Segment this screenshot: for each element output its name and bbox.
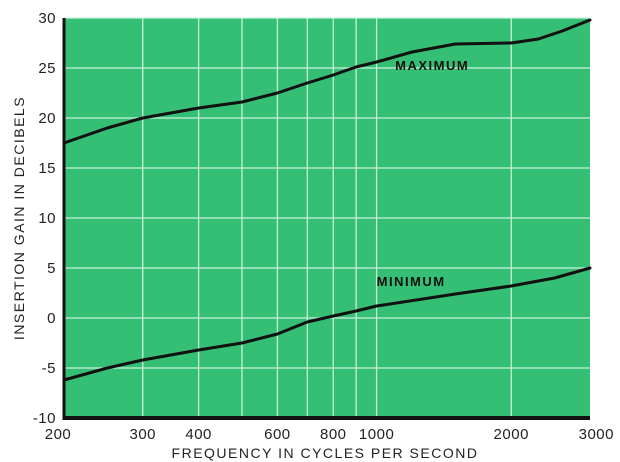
y-tick-label: 20 (38, 110, 56, 127)
x-tick-label: 3000 (579, 426, 614, 443)
series-line-minimum (62, 266, 592, 382)
x-tick-label: 2000 (494, 426, 529, 443)
y-tick-label: -5 (42, 360, 56, 377)
series-label-minimum: MINIMUM (377, 274, 446, 289)
y-tick-label: -10 (33, 410, 56, 427)
y-tick-label: 10 (38, 210, 56, 227)
y-tick-label: 5 (47, 260, 56, 277)
x-axis-title: FREQUENCY IN CYCLES PER SECOND (172, 445, 479, 461)
x-tick-label: 1000 (359, 426, 394, 443)
x-tick-label: 200 (45, 426, 72, 443)
y-tick-label: 30 (38, 10, 56, 27)
x-tick-label: 300 (129, 426, 156, 443)
x-tick-label: 600 (264, 426, 291, 443)
grid-lines (64, 17, 590, 418)
x-tick-label: 800 (320, 426, 347, 443)
series-line-maximum (62, 18, 592, 145)
y-tick-label: 0 (47, 310, 56, 327)
x-tick-label: 400 (185, 426, 212, 443)
y-axis-title: INSERTION GAIN IN DECIBELS (11, 96, 27, 340)
y-tick-label: 25 (38, 60, 56, 77)
axes (62, 18, 590, 420)
series-label-maximum: MAXIMUM (395, 58, 469, 73)
y-tick-label: 15 (38, 160, 56, 177)
series-lines (62, 18, 592, 382)
